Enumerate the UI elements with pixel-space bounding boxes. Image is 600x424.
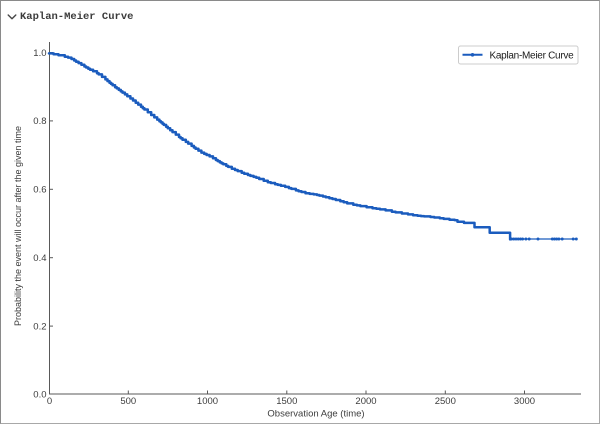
svg-text:500: 500 bbox=[120, 396, 136, 407]
svg-text:0.8: 0.8 bbox=[33, 116, 46, 127]
svg-text:0.0: 0.0 bbox=[33, 389, 46, 400]
svg-text:0: 0 bbox=[47, 396, 52, 407]
svg-text:Probability the event will occ: Probability the event will occur after t… bbox=[13, 126, 23, 326]
svg-text:Observation Age (time): Observation Age (time) bbox=[267, 409, 364, 420]
svg-text:2000: 2000 bbox=[355, 396, 376, 407]
svg-text:0.4: 0.4 bbox=[33, 253, 46, 264]
svg-text:0.6: 0.6 bbox=[33, 185, 46, 196]
svg-text:Kaplan-Meier Curve: Kaplan-Meier Curve bbox=[490, 50, 575, 61]
svg-text:1500: 1500 bbox=[276, 396, 297, 407]
svg-text:1000: 1000 bbox=[197, 396, 218, 407]
svg-text:2500: 2500 bbox=[435, 396, 456, 407]
svg-text:0.2: 0.2 bbox=[33, 321, 46, 332]
svg-text:3000: 3000 bbox=[514, 396, 535, 407]
svg-text:1.0: 1.0 bbox=[33, 48, 46, 59]
